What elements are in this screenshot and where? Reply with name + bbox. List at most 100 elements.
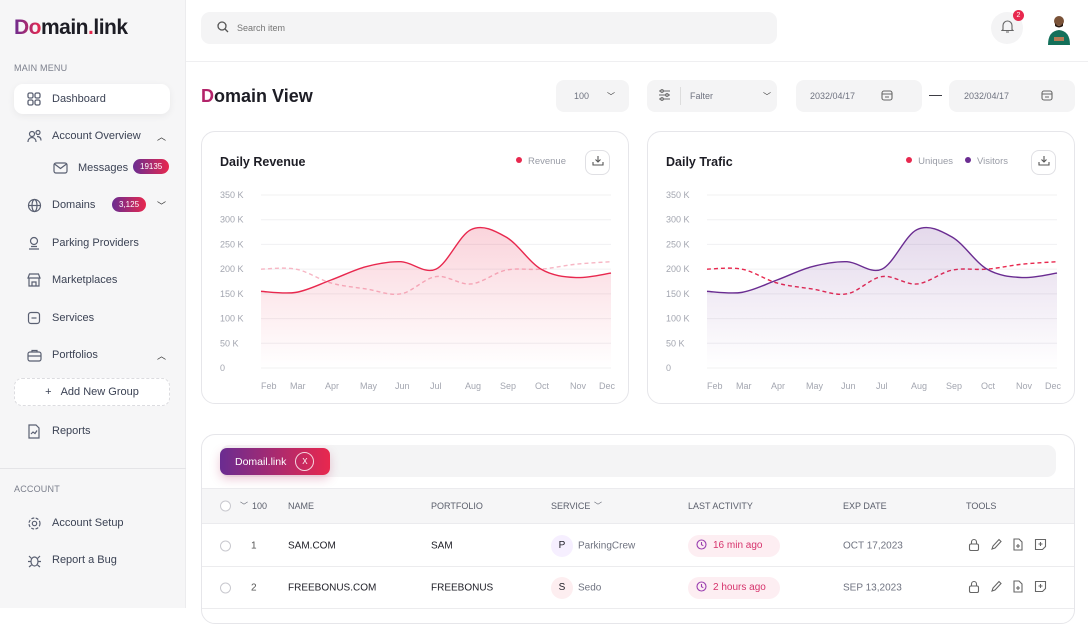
sidebar-item-label: Reports xyxy=(52,425,91,437)
exp-date: OCT 17,2023 xyxy=(843,540,903,551)
sidebar-item-portfolios[interactable]: Portfolios︿ xyxy=(14,340,170,370)
messages-count-badge: 19135 xyxy=(133,159,169,174)
date-from-input[interactable]: 2032/04/17 xyxy=(796,80,922,112)
add-new-group-button[interactable]: +Add New Group xyxy=(14,378,170,406)
table-row[interactable]: 1 SAM.COM SAM P ParkingCrew 16 min ago O… xyxy=(202,525,1074,567)
x-tick-label: Nov xyxy=(1016,381,1033,391)
chevron-up-icon[interactable]: ︿ xyxy=(157,349,166,362)
row-count[interactable]: 100 xyxy=(252,501,267,511)
filter-divider xyxy=(680,87,681,105)
chevron-down-icon: ﹀ xyxy=(607,91,615,102)
count-select[interactable]: 100 ﹀ xyxy=(556,80,629,112)
date-to-value: 2032/04/17 xyxy=(964,91,1009,101)
filter-select[interactable]: Falter ﹀ xyxy=(647,80,777,112)
domain-name[interactable]: SAM.COM xyxy=(288,540,336,551)
y-tick-label: 150 K xyxy=(666,289,690,299)
avatar[interactable] xyxy=(1046,13,1072,45)
lock-icon[interactable] xyxy=(968,538,980,554)
sidebar-item-marketplaces[interactable]: Marketplaces xyxy=(14,265,170,295)
header-portfolio[interactable]: PORTFOLIO xyxy=(431,501,483,511)
x-tick-label: Mar xyxy=(736,381,752,391)
add-file-icon[interactable] xyxy=(1012,580,1024,596)
sidebar-item-label: Dashboard xyxy=(52,93,106,105)
x-tick-label: Apr xyxy=(771,381,785,391)
y-tick-label: 50 K xyxy=(666,338,685,348)
series-area xyxy=(707,228,1057,368)
filter-value: Falter xyxy=(690,91,713,101)
sidebar-item-account-setup[interactable]: Account Setup xyxy=(14,508,170,538)
service-avatar: P xyxy=(551,535,573,557)
chevron-down-icon: ﹀ xyxy=(763,91,771,102)
last-activity-badge: 2 hours ago xyxy=(688,577,780,599)
sidebar-item-label: Services xyxy=(52,312,94,324)
domain-name[interactable]: FREEBONUS.COM xyxy=(288,582,376,593)
sidebar-item-services[interactable]: Services xyxy=(14,303,170,333)
add-note-icon[interactable] xyxy=(1034,538,1047,554)
lock-icon[interactable] xyxy=(968,580,980,596)
select-all-checkbox[interactable] xyxy=(220,501,231,512)
search-bar[interactable] xyxy=(201,12,777,44)
search-input[interactable] xyxy=(237,23,354,33)
last-activity-text: 16 min ago xyxy=(713,540,762,551)
y-tick-label: 100 K xyxy=(666,314,690,324)
x-tick-label: Aug xyxy=(465,381,481,391)
sidebar-item-label: Marketplaces xyxy=(52,274,117,286)
row-checkbox[interactable] xyxy=(220,540,231,551)
chevron-down-icon[interactable]: ﹀ xyxy=(240,501,248,512)
sidebar-item-label: Account Overview xyxy=(52,130,141,142)
clock-icon xyxy=(696,539,707,553)
row-checkbox[interactable] xyxy=(220,582,231,593)
add-note-icon[interactable] xyxy=(1034,580,1047,596)
sidebar-item-domains[interactable]: Domains ﹀ xyxy=(14,190,170,220)
service-name: Sedo xyxy=(578,582,601,593)
y-tick-label: 250 K xyxy=(220,239,244,249)
series-area xyxy=(261,228,611,368)
exp-date: SEP 13,2023 xyxy=(843,582,902,593)
date-to-input[interactable]: 2032/04/17 xyxy=(949,80,1075,112)
x-tick-label: Dec xyxy=(599,381,616,391)
y-tick-label: 250 K xyxy=(666,239,690,249)
y-tick-label: 200 K xyxy=(666,264,690,274)
edit-pencil-icon[interactable] xyxy=(990,580,1002,596)
count-select-value: 100 xyxy=(574,91,589,101)
last-activity-text: 2 hours ago xyxy=(713,582,766,593)
users-icon xyxy=(26,128,42,144)
logo[interactable]: Domain.link xyxy=(14,16,128,40)
x-tick-label: Jul xyxy=(876,381,888,391)
service-name: ParkingCrew xyxy=(578,540,635,551)
chevron-down-icon[interactable]: ﹀ xyxy=(157,199,166,212)
search-icon xyxy=(217,21,229,35)
header-exp-date[interactable]: EXP DATE xyxy=(843,501,887,511)
edit-pencil-icon[interactable] xyxy=(990,538,1002,554)
store-icon xyxy=(26,272,42,288)
briefcase-icon xyxy=(26,347,42,363)
sidebar-divider xyxy=(0,468,186,469)
sidebar-item-dashboard[interactable]: Dashboard xyxy=(14,84,170,114)
sidebar-item-report-bug[interactable]: Report a Bug xyxy=(14,545,170,575)
table-row[interactable]: 2 FREEBONUS.COM FREEBONUS S Sedo 2 hours… xyxy=(202,567,1074,609)
globe-icon xyxy=(26,197,42,213)
sidebar-item-account-overview[interactable]: Account Overview ︿ xyxy=(14,121,170,151)
x-tick-label: May xyxy=(360,381,378,391)
sidebar-item-label: Domains xyxy=(52,199,95,211)
header-last-activity[interactable]: LAST ACTIVITY xyxy=(688,501,753,511)
add-file-icon[interactable] xyxy=(1012,538,1024,554)
row-tools xyxy=(968,580,1047,596)
header-service[interactable]: SERVICE xyxy=(551,501,590,511)
bell-icon xyxy=(1001,19,1014,38)
x-tick-label: Mar xyxy=(290,381,306,391)
header-name[interactable]: NAME xyxy=(288,501,314,511)
sidebar-item-parking-providers[interactable]: Parking Providers xyxy=(14,228,170,258)
chip-close-button[interactable]: X xyxy=(295,452,314,471)
notification-count-badge: 2 xyxy=(1013,10,1024,21)
y-tick-label: 150 K xyxy=(220,289,244,299)
sidebar-item-reports[interactable]: Reports xyxy=(14,416,170,446)
sidebar: Domain.link MAIN MENU Dashboard Account … xyxy=(0,0,186,608)
parking-icon xyxy=(26,235,42,251)
chevron-down-icon[interactable]: ﹀ xyxy=(594,501,602,512)
header-tools: TOOLS xyxy=(966,501,996,511)
chevron-up-icon[interactable]: ︿ xyxy=(157,130,166,143)
